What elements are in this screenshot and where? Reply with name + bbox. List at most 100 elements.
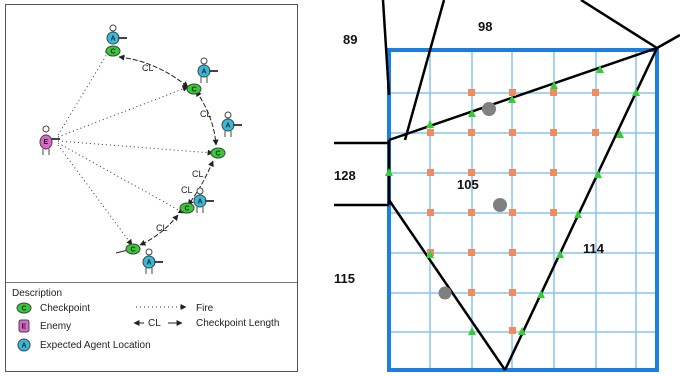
checkpoint-diagram: CL CL CL CL CL E A C	[12, 24, 279, 352]
fire-lines	[57, 48, 214, 246]
checkpoint-icon: C	[105, 45, 121, 57]
triangle-marker	[596, 65, 604, 73]
agent-letter: A	[198, 199, 203, 206]
node-marker	[468, 209, 475, 216]
enemy-icon: E	[18, 319, 30, 333]
interior-nodes	[427, 89, 599, 334]
triangle-marker	[518, 327, 526, 335]
node-marker	[509, 129, 516, 136]
agent-letter: A	[147, 260, 152, 267]
node-marker	[592, 129, 599, 136]
legend-title: Description	[12, 288, 62, 299]
cl-labels: CL CL CL CL CL	[142, 63, 212, 233]
checkpoint-letter: C	[185, 206, 190, 213]
node-marker	[509, 169, 516, 176]
node-marker	[509, 89, 516, 96]
triangle-marker	[574, 210, 582, 218]
cl-label: CL	[192, 169, 204, 179]
boundary-line	[381, 0, 391, 96]
cl-label: CL	[156, 223, 168, 233]
legend-enemy: Enemy	[40, 321, 71, 332]
region-label-98: 98	[478, 19, 492, 34]
triangle-marker	[426, 250, 434, 258]
triangle-marker	[426, 120, 434, 128]
triangle-marker	[537, 290, 545, 298]
node-marker	[468, 89, 475, 96]
agent-letter: A	[202, 69, 207, 76]
checkpoint-icon: C	[16, 302, 32, 314]
node-marker	[509, 249, 516, 256]
region-labels: 89 98 128 105 115 114	[334, 19, 605, 286]
node-marker	[427, 209, 434, 216]
checkpoint-letter: C	[131, 247, 136, 254]
cl-arc	[139, 214, 179, 246]
cl-label: CL	[181, 185, 193, 195]
legend-agent: Expected Agent Location	[40, 340, 151, 351]
checkpoint-icon: C	[179, 202, 195, 214]
triangle-marker	[594, 170, 602, 178]
agent-icon: A	[106, 24, 127, 45]
triangle-marker	[508, 95, 516, 103]
node-marker	[550, 169, 557, 176]
region-label-89: 89	[343, 32, 357, 47]
node-marker	[509, 289, 516, 296]
triangle-marker	[632, 88, 640, 96]
node-marker	[509, 209, 516, 216]
legend: Description C Checkpoint E Enemy A Expec…	[12, 288, 279, 352]
boundary-line	[403, 0, 446, 141]
legend-fire: Fire	[196, 303, 214, 314]
agent-letter: A	[226, 123, 231, 130]
fire-line	[57, 144, 133, 246]
node-marker	[468, 129, 475, 136]
cl-label: CL	[142, 63, 154, 73]
node-marker	[509, 327, 516, 334]
triangle-marker	[550, 81, 558, 89]
triangle-marker	[385, 168, 393, 176]
node-marker	[468, 289, 475, 296]
checkpoint-icon: C	[186, 83, 202, 95]
checkpoint-icon: C	[210, 147, 226, 159]
fire-line	[57, 142, 185, 214]
region-label-128: 128	[334, 168, 356, 183]
region-label-114: 114	[583, 241, 605, 256]
legend-cl: CL	[148, 318, 161, 329]
legend-checkpoint-length: Checkpoint Length	[196, 318, 279, 329]
agent-icon: A	[193, 187, 214, 213]
agent-icon: A	[221, 111, 242, 137]
agent-letter: A	[111, 36, 116, 43]
enemy-icon: E	[39, 125, 60, 155]
cl-arc	[195, 90, 219, 146]
node-marker	[592, 89, 599, 96]
agent-icon: A	[17, 338, 31, 352]
enemy-letter: E	[44, 139, 49, 146]
node-marker	[550, 89, 557, 96]
agent-icon: A	[142, 248, 163, 274]
circle-marker	[438, 286, 452, 300]
triangle-marker	[468, 327, 476, 335]
region-label-105: 105	[457, 177, 479, 192]
boundary-nodes	[385, 65, 640, 335]
node-marker	[427, 129, 434, 136]
grid-frame	[387, 48, 659, 372]
legend-divider	[6, 282, 297, 283]
cl-arc	[187, 160, 214, 206]
checkpoint-letter: C	[192, 87, 197, 94]
agent-icon: A	[197, 57, 218, 83]
circle-marker	[482, 102, 496, 116]
triangle-marker	[556, 250, 564, 258]
left-diagram-panel: CL CL CL CL CL E A C	[5, 4, 298, 372]
node-marker	[468, 249, 475, 256]
cl-arc	[118, 54, 189, 88]
node-marker	[550, 209, 557, 216]
boundary-line	[387, 199, 507, 371]
boundary-line	[580, 0, 658, 50]
fire-line	[57, 86, 189, 138]
boundary-line	[503, 47, 659, 371]
cl-label: CL	[200, 109, 212, 119]
boundary-line	[388, 46, 658, 142]
boundary-line	[656, 33, 680, 50]
checkpoint-letter: C	[22, 306, 27, 313]
triangle-marker	[468, 109, 476, 117]
circle-marker	[493, 198, 507, 212]
